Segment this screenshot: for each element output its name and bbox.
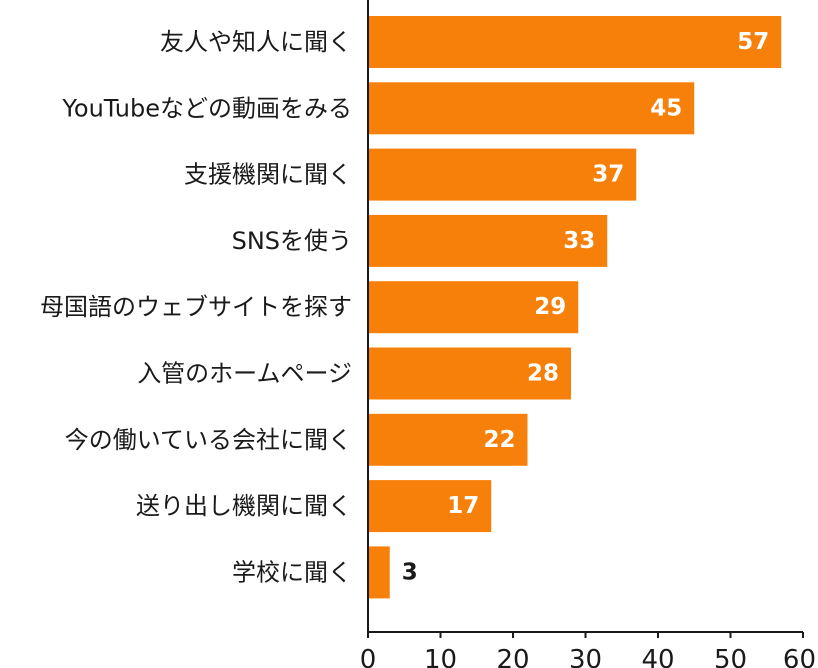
- value-label: 57: [737, 29, 769, 55]
- category-label: 友人や知人に聞く: [160, 28, 352, 56]
- category-label: 送り出し機関に聞く: [136, 492, 352, 520]
- x-axis: 0 10 20 30 40 50 60: [360, 0, 816, 668]
- bar: [368, 281, 579, 334]
- category-label: 母国語のウェブサイトを探す: [40, 293, 352, 321]
- bar: [368, 546, 390, 599]
- x-tick-label: 20: [496, 645, 529, 668]
- bar: [368, 148, 637, 201]
- category-label: SNSを使う: [232, 227, 352, 255]
- value-label: 37: [592, 162, 624, 188]
- x-tick-label: 0: [360, 645, 377, 668]
- bars-group: 友人や知人に聞く 57 YouTubeなどの動画をみる 45 支援機関に聞く 37 SNSを…: [40, 16, 782, 599]
- x-tick-label: 10: [424, 645, 457, 668]
- value-label: 33: [563, 228, 595, 254]
- x-tick-label: 50: [714, 645, 747, 668]
- value-label: 3: [402, 559, 418, 585]
- category-label: 支援機関に聞く: [184, 161, 352, 189]
- x-tick-label: 40: [641, 645, 674, 668]
- value-label: 28: [527, 361, 559, 387]
- category-label: YouTubeなどの動画をみる: [61, 94, 352, 122]
- bar: [368, 480, 492, 533]
- value-label: 17: [447, 493, 479, 519]
- bar: [368, 82, 695, 135]
- bar: [368, 214, 608, 267]
- value-label: 29: [534, 294, 566, 320]
- category-label: 入管のホームページ: [137, 360, 352, 388]
- x-tick-label: 60: [783, 645, 816, 668]
- bar: [368, 413, 528, 466]
- category-label: 今の働いている会社に聞く: [65, 426, 352, 454]
- value-label: 22: [483, 427, 515, 453]
- category-label: 学校に聞く: [232, 558, 352, 586]
- bar: [368, 347, 571, 400]
- x-tick-label: 30: [569, 645, 602, 668]
- value-label: 45: [650, 95, 682, 121]
- bar: [368, 16, 782, 68]
